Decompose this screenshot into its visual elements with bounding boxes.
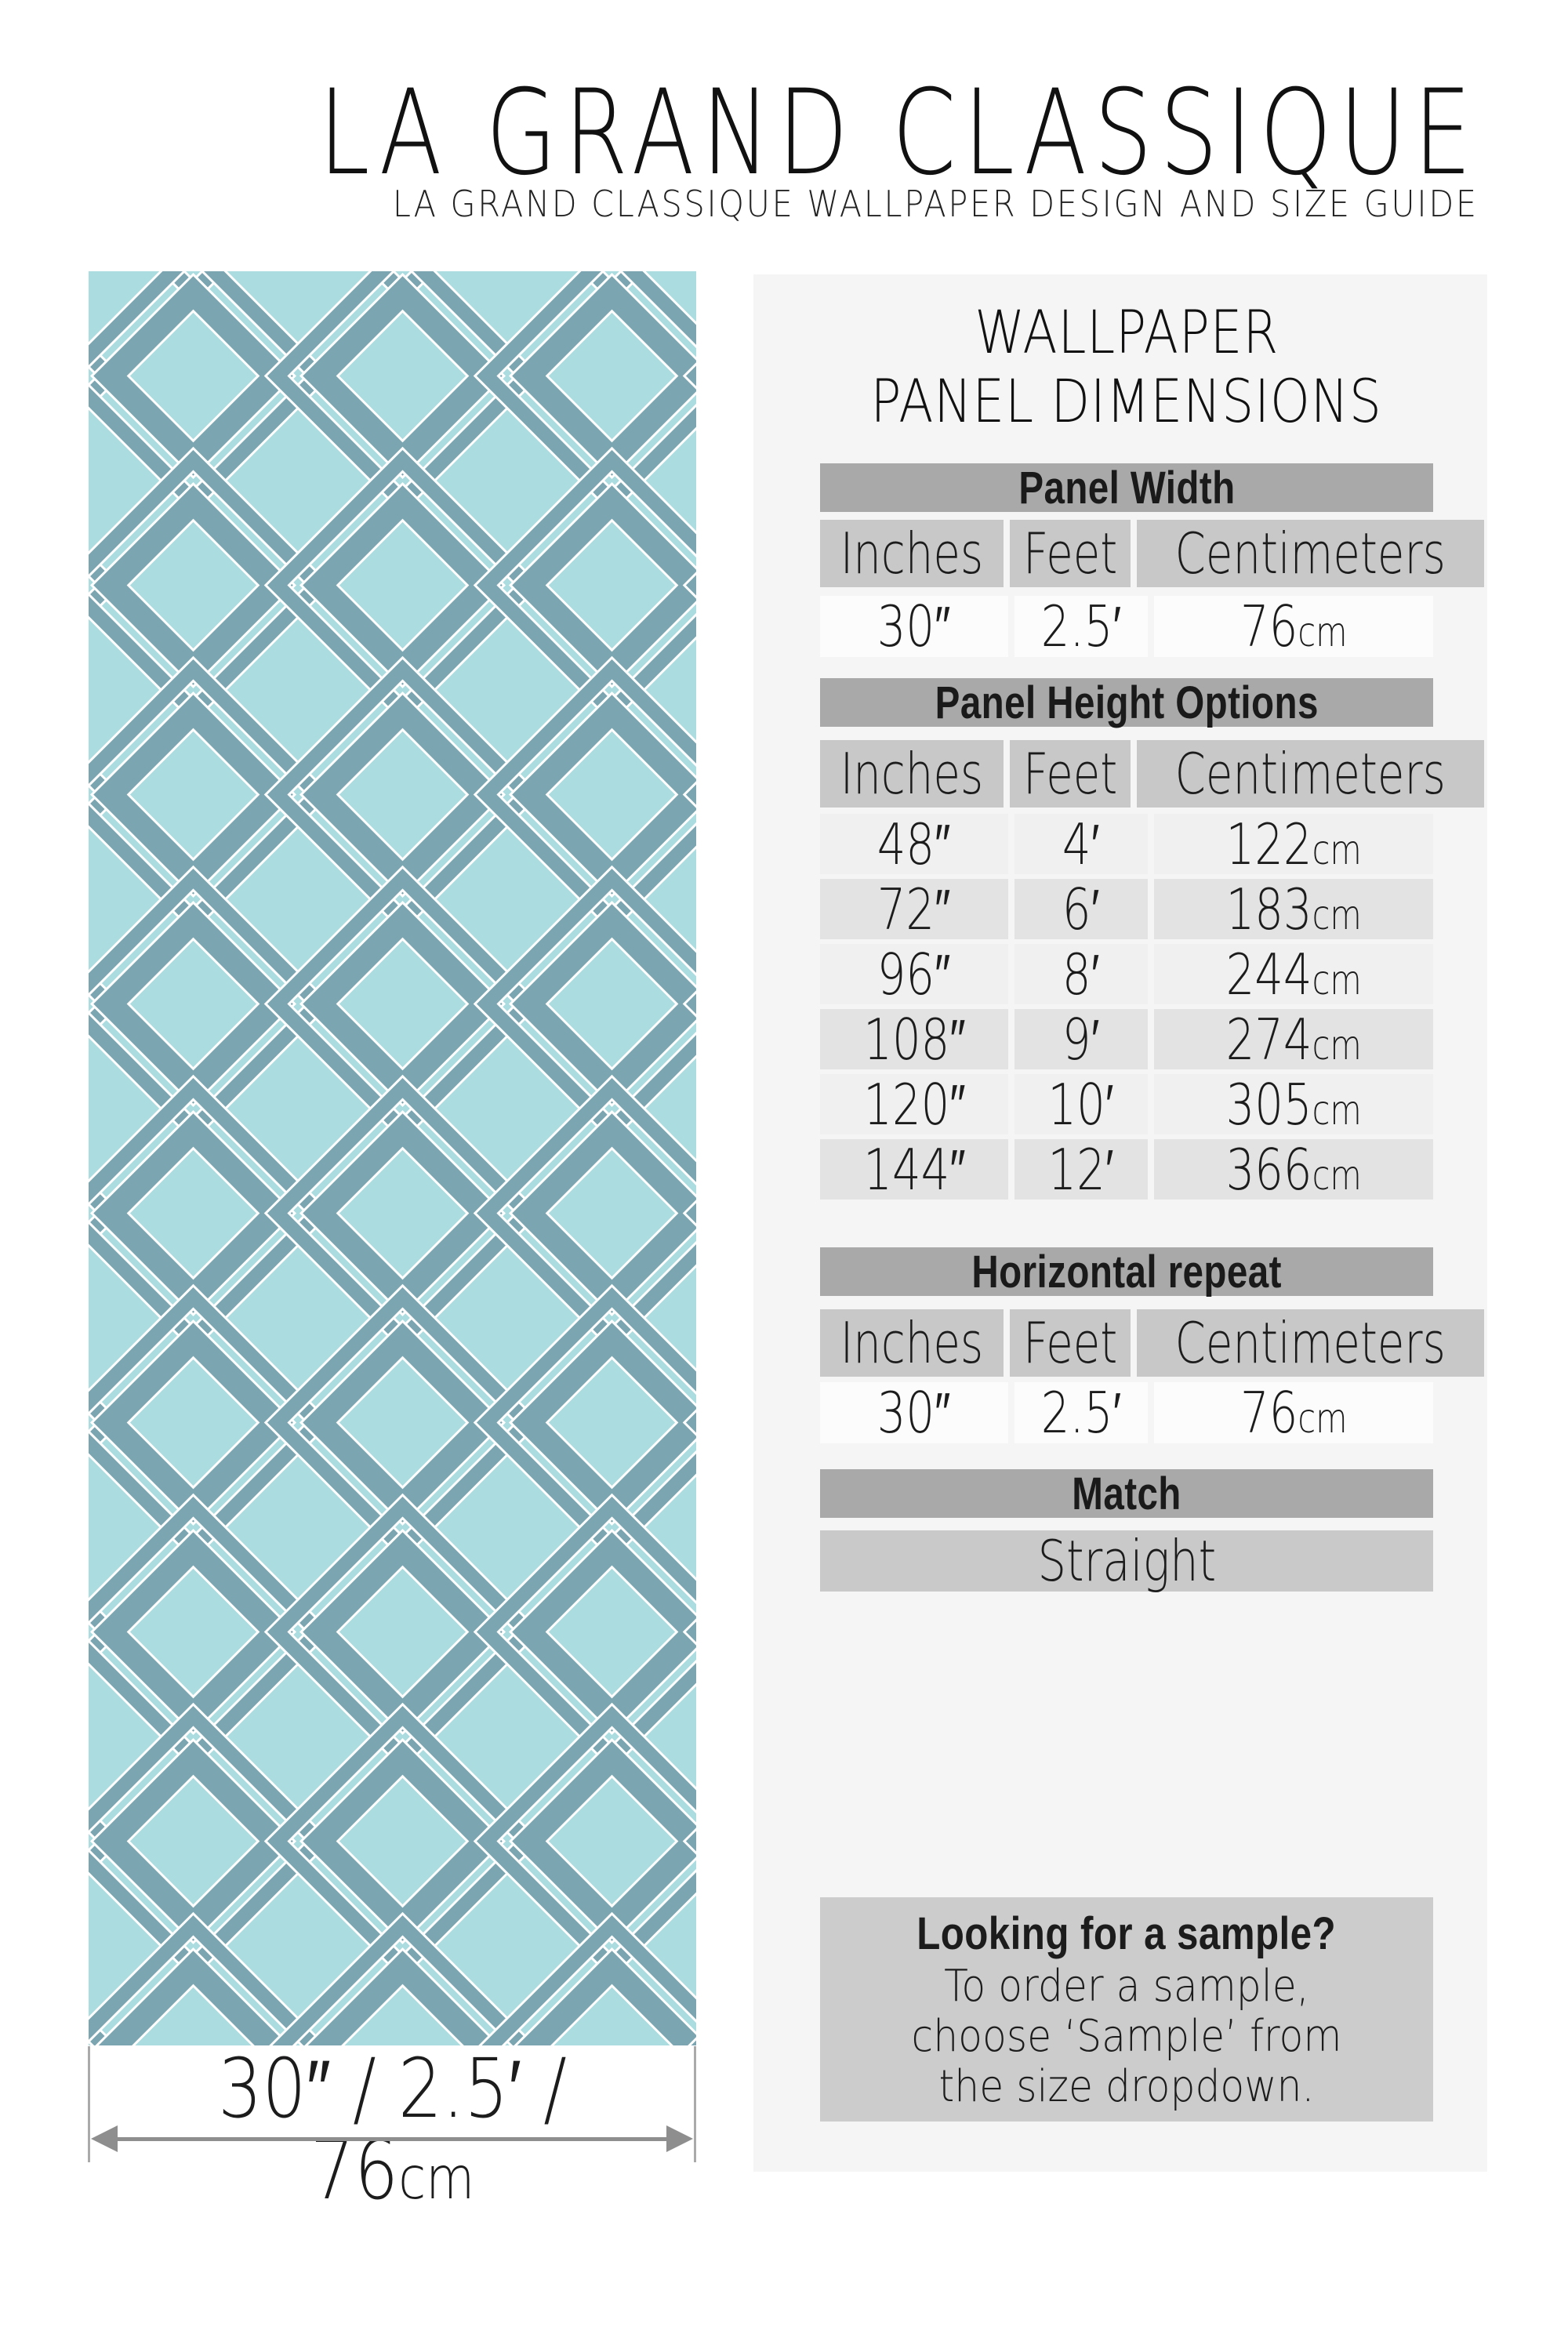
table-cell: 48″	[820, 811, 1008, 877]
dimension-arrowhead-left-icon	[91, 2125, 118, 2152]
dimension-extension-line-right	[694, 2046, 696, 2162]
column-header: Feet	[1009, 520, 1131, 587]
panel-heading: WALLPAPER PANEL DIMENSIONS	[820, 298, 1433, 436]
column-header: Centimeters	[1137, 740, 1484, 808]
table-cell: 72″	[820, 877, 1008, 942]
guide-subtitle-row: LA GRAND CLASSIQUE WALLPAPER DESIGN AND …	[0, 184, 1479, 223]
column-header: Feet	[1009, 740, 1131, 808]
table-rows-panel-width: 30″ 2.5′ 76cm	[820, 593, 1433, 659]
wallpaper-pattern-swatch	[89, 271, 696, 2045]
sample-box-body: To order a sample, choose ‘Sample’ from …	[911, 1961, 1342, 2112]
sample-box-title: Looking for a sample?	[916, 1908, 1337, 1959]
column-header: Centimeters	[1137, 1309, 1484, 1377]
dimensions-panel: WALLPAPER PANEL DIMENSIONS Panel Width I…	[753, 274, 1487, 2172]
guide-subtitle: LA GRAND CLASSIQUE WALLPAPER DESIGN AND …	[393, 183, 1479, 225]
match-value-cell: Straight	[820, 1528, 1433, 1594]
table-cell: 305cm	[1154, 1072, 1433, 1138]
dimension-arrow-line	[103, 2137, 681, 2141]
column-header: Inches	[820, 740, 1004, 808]
table-columns-panel-height: Inches Feet Centimeters	[820, 740, 1484, 808]
table-title-horizontal-repeat: Horizontal repeat	[820, 1247, 1433, 1298]
column-header: Feet	[1009, 1309, 1131, 1377]
table-cell: 366cm	[1154, 1137, 1433, 1203]
table-rows-horizontal-repeat: 30″ 2.5′ 76cm	[820, 1380, 1433, 1446]
panel-heading-line2: PANEL DIMENSIONS	[870, 366, 1383, 436]
brand-title-row: LA GRAND CLASSIQUE	[0, 74, 1479, 192]
table-cell: 96″	[820, 942, 1008, 1007]
table-cell: 12′	[1014, 1137, 1148, 1203]
table-cell: 144″	[820, 1137, 1008, 1203]
table-cell: 2.5′	[1014, 1380, 1148, 1446]
table-cell: 76cm	[1154, 1380, 1433, 1446]
table-columns-panel-width: Inches Feet Centimeters	[820, 520, 1484, 587]
table-cell: 244cm	[1154, 942, 1433, 1007]
table-columns-horizontal-repeat: Inches Feet Centimeters	[820, 1309, 1484, 1377]
column-header: Inches	[820, 520, 1004, 587]
column-header: Inches	[820, 1309, 1004, 1377]
table-title-panel-width: Panel Width	[820, 463, 1433, 514]
table-cell: 183cm	[1154, 877, 1433, 942]
table-cell: 122cm	[1154, 811, 1433, 877]
table-cell: 274cm	[1154, 1007, 1433, 1073]
lattice-pattern-graphic	[89, 271, 696, 2045]
table-rows-panel-height: 48″ 4′ 122cm 72″ 6′ 183cm 96″ 8′ 244cm 108″ 9′ 274c…	[820, 811, 1433, 1203]
brand-title: LA GRAND CLASSIQUE	[318, 65, 1479, 201]
table-cell: 30″	[820, 593, 1008, 659]
table-cell: 8′	[1014, 942, 1148, 1007]
sample-info-box: Looking for a sample? To order a sample,…	[820, 1897, 1433, 2122]
table-cell: 10′	[1014, 1072, 1148, 1138]
table-cell: 108″	[820, 1007, 1008, 1073]
panel-heading-line1: WALLPAPER	[975, 297, 1279, 367]
column-header: Centimeters	[1137, 520, 1484, 587]
swatch-width-label: 30″ / 2.5′ / 76cm	[218, 2041, 567, 2218]
table-cell: 6′	[1014, 877, 1148, 942]
table-cell: 30″	[820, 1380, 1008, 1446]
table-cell: 2.5′	[1014, 593, 1148, 659]
table-title-match: Match	[820, 1468, 1433, 1519]
dimension-extension-line-left	[88, 2046, 90, 2162]
table-title-panel-height: Panel Height Options	[820, 677, 1433, 728]
table-cell: 9′	[1014, 1007, 1148, 1073]
table-cell: 76cm	[1154, 593, 1433, 659]
table-cell: 4′	[1014, 811, 1148, 877]
table-cell: 120″	[820, 1072, 1008, 1138]
page-header: LA GRAND CLASSIQUE LA GRAND CLASSIQUE WA…	[0, 74, 1479, 223]
dimension-arrowhead-right-icon	[666, 2125, 693, 2152]
